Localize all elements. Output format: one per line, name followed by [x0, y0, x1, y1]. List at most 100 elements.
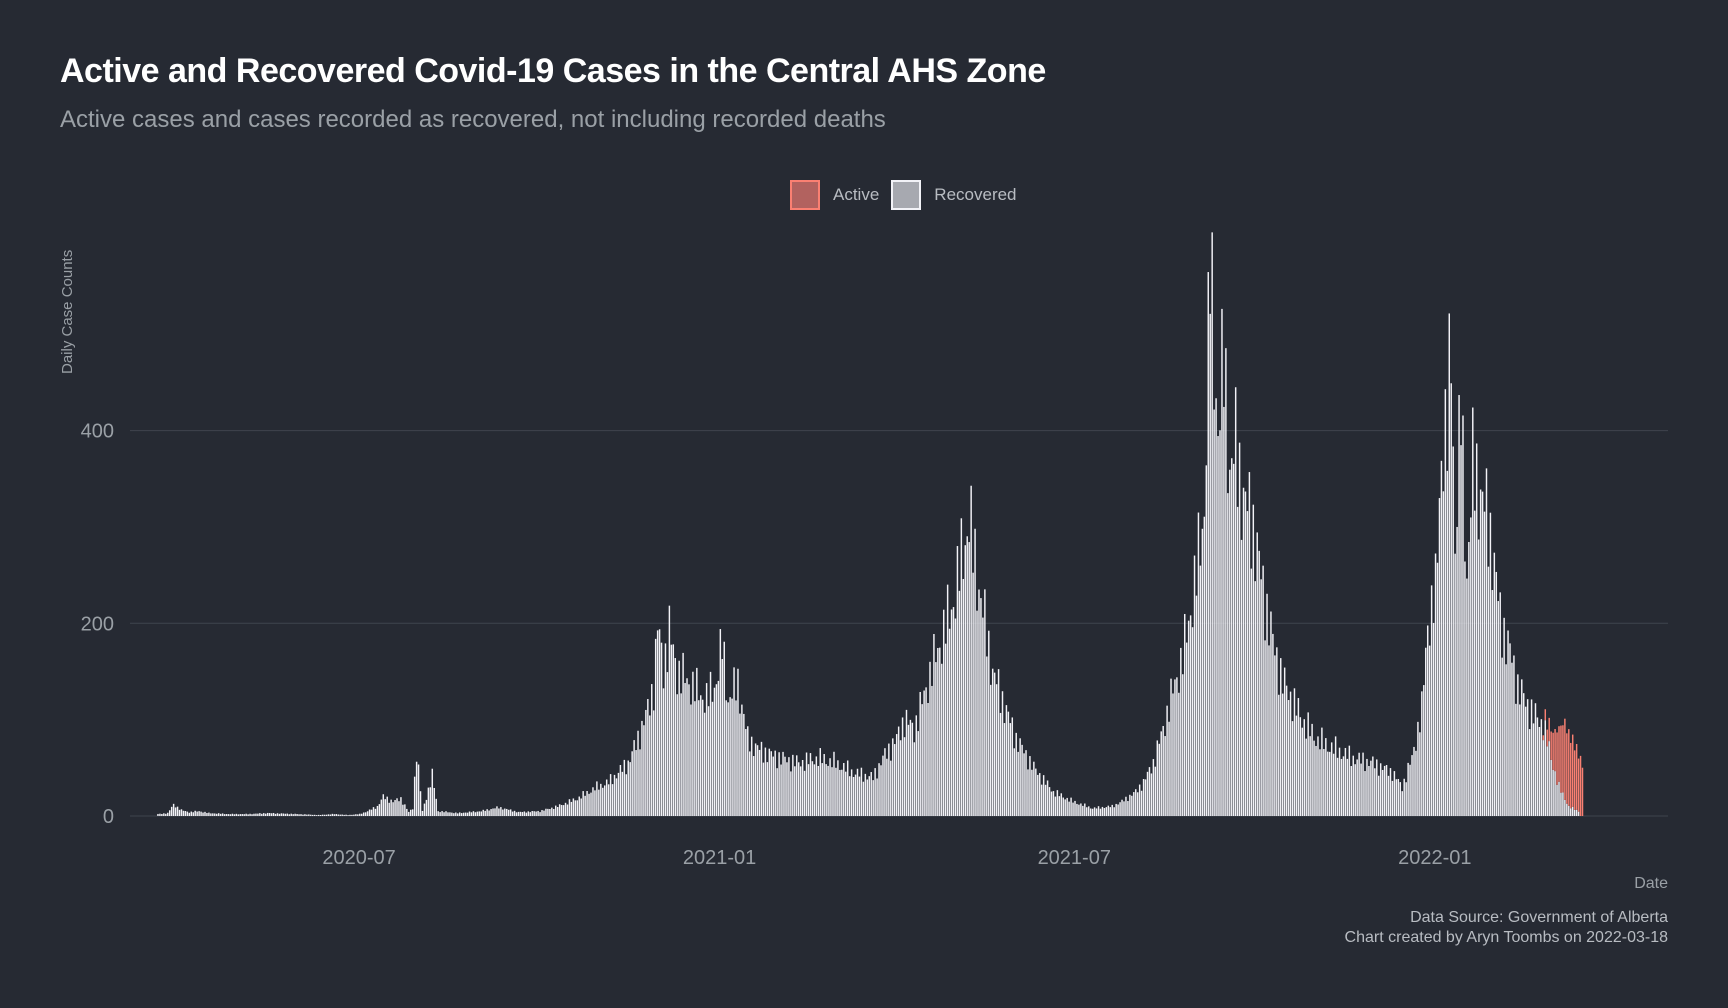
bar-recovered	[362, 812, 365, 816]
bar-recovered	[1368, 766, 1370, 816]
bar-recovered	[1009, 723, 1012, 816]
bar-recovered	[878, 763, 880, 816]
bar-recovered	[611, 784, 614, 816]
bar-recovered	[882, 755, 884, 816]
caption-credit: Chart created by Aryn Toombs on 2022-03-…	[1344, 929, 1668, 946]
bar-active	[1568, 729, 1570, 806]
bar-recovered	[1360, 763, 1362, 816]
bar-recovered	[1558, 781, 1560, 816]
bar-recovered	[1115, 803, 1117, 816]
bar-recovered	[331, 813, 334, 816]
bar-recovered	[1052, 791, 1055, 816]
bar-recovered	[302, 814, 304, 816]
bar-active	[1581, 767, 1584, 816]
bar-recovered	[1223, 406, 1225, 816]
bar-recovered	[194, 810, 196, 816]
bar-recovered	[796, 755, 798, 816]
bar-recovered	[368, 809, 371, 816]
bar-recovered	[899, 740, 902, 816]
bar-recovered	[590, 792, 592, 816]
bar-recovered	[172, 803, 175, 816]
bar-recovered	[1460, 445, 1462, 816]
bar-recovered	[1564, 799, 1566, 816]
bar-recovered	[588, 793, 590, 816]
bar-recovered	[439, 812, 441, 816]
bar-recovered	[1191, 627, 1194, 816]
bar-recovered	[684, 683, 686, 816]
bar-recovered	[576, 800, 579, 816]
bar-recovered	[1250, 568, 1253, 816]
bar-recovered	[1019, 738, 1021, 816]
bar-recovered	[694, 701, 696, 816]
bar-recovered	[866, 779, 869, 816]
bar-recovered	[978, 589, 980, 816]
bar-active	[1542, 735, 1545, 741]
bar-recovered	[384, 799, 386, 816]
bar-recovered	[1150, 773, 1153, 816]
bar-recovered	[1101, 806, 1104, 816]
bar-recovered	[437, 811, 439, 816]
bar-recovered	[931, 685, 933, 816]
bar-recovered	[1334, 736, 1337, 816]
bar-recovered	[417, 764, 420, 816]
bar-recovered	[662, 688, 665, 816]
bar-recovered	[1381, 769, 1384, 816]
bar-recovered	[1289, 691, 1292, 816]
bar-recovered	[1280, 658, 1282, 816]
bar-recovered	[329, 814, 332, 816]
bar-recovered	[1281, 693, 1284, 816]
bar-recovered	[1509, 643, 1511, 816]
bar-recovered	[366, 811, 369, 816]
bar-recovered	[894, 744, 896, 816]
bar-recovered	[204, 811, 206, 816]
bar-recovered	[1287, 700, 1290, 816]
bar-recovered	[668, 605, 671, 816]
bar-recovered	[1470, 517, 1472, 816]
bar-recovered	[942, 609, 945, 816]
bar-recovered	[1436, 562, 1439, 816]
bar-recovered	[927, 703, 929, 816]
bar-recovered	[1571, 806, 1574, 816]
bar-recovered	[221, 813, 224, 816]
bar-recovered	[1266, 593, 1268, 816]
bar-recovered	[1095, 808, 1098, 816]
bar-recovered	[1091, 808, 1094, 816]
bar-recovered	[747, 726, 749, 816]
bar-recovered	[944, 643, 947, 816]
bar-recovered	[623, 759, 626, 816]
bar-recovered	[895, 734, 898, 816]
bar-recovered	[1505, 664, 1507, 816]
bar-recovered	[829, 758, 831, 816]
bar-recovered	[1329, 751, 1331, 816]
bar-recovered	[447, 812, 449, 816]
bar-recovered	[1481, 491, 1484, 816]
bar-recovered	[1485, 468, 1488, 816]
bar-recovered	[480, 811, 483, 816]
bar-recovered	[984, 589, 986, 816]
bar-recovered	[1540, 719, 1543, 816]
bar-recovered	[805, 752, 808, 816]
bar-recovered	[607, 784, 610, 816]
bar-recovered	[990, 684, 992, 816]
bar-recovered	[1438, 498, 1441, 816]
bar-recovered	[1546, 746, 1548, 816]
bar-recovered	[954, 618, 957, 816]
bar-active	[1570, 742, 1572, 809]
bar-recovered	[1039, 773, 1041, 816]
bar-recovered	[770, 751, 773, 816]
bar-recovered	[605, 779, 608, 816]
bar-recovered	[1103, 808, 1106, 816]
bar-recovered	[919, 691, 921, 816]
bar-recovered	[270, 813, 273, 816]
bar-recovered	[778, 752, 780, 816]
bar-recovered	[1056, 790, 1059, 816]
bar-recovered	[268, 813, 271, 816]
bar-recovered	[1154, 766, 1157, 816]
bar-recovered	[500, 807, 502, 816]
bar-recovered	[1211, 232, 1213, 816]
bar-recovered	[511, 811, 514, 816]
bar-recovered	[562, 805, 565, 816]
bar-recovered	[1025, 750, 1027, 816]
bar-recovered	[386, 796, 388, 816]
bar-recovered	[247, 814, 249, 816]
